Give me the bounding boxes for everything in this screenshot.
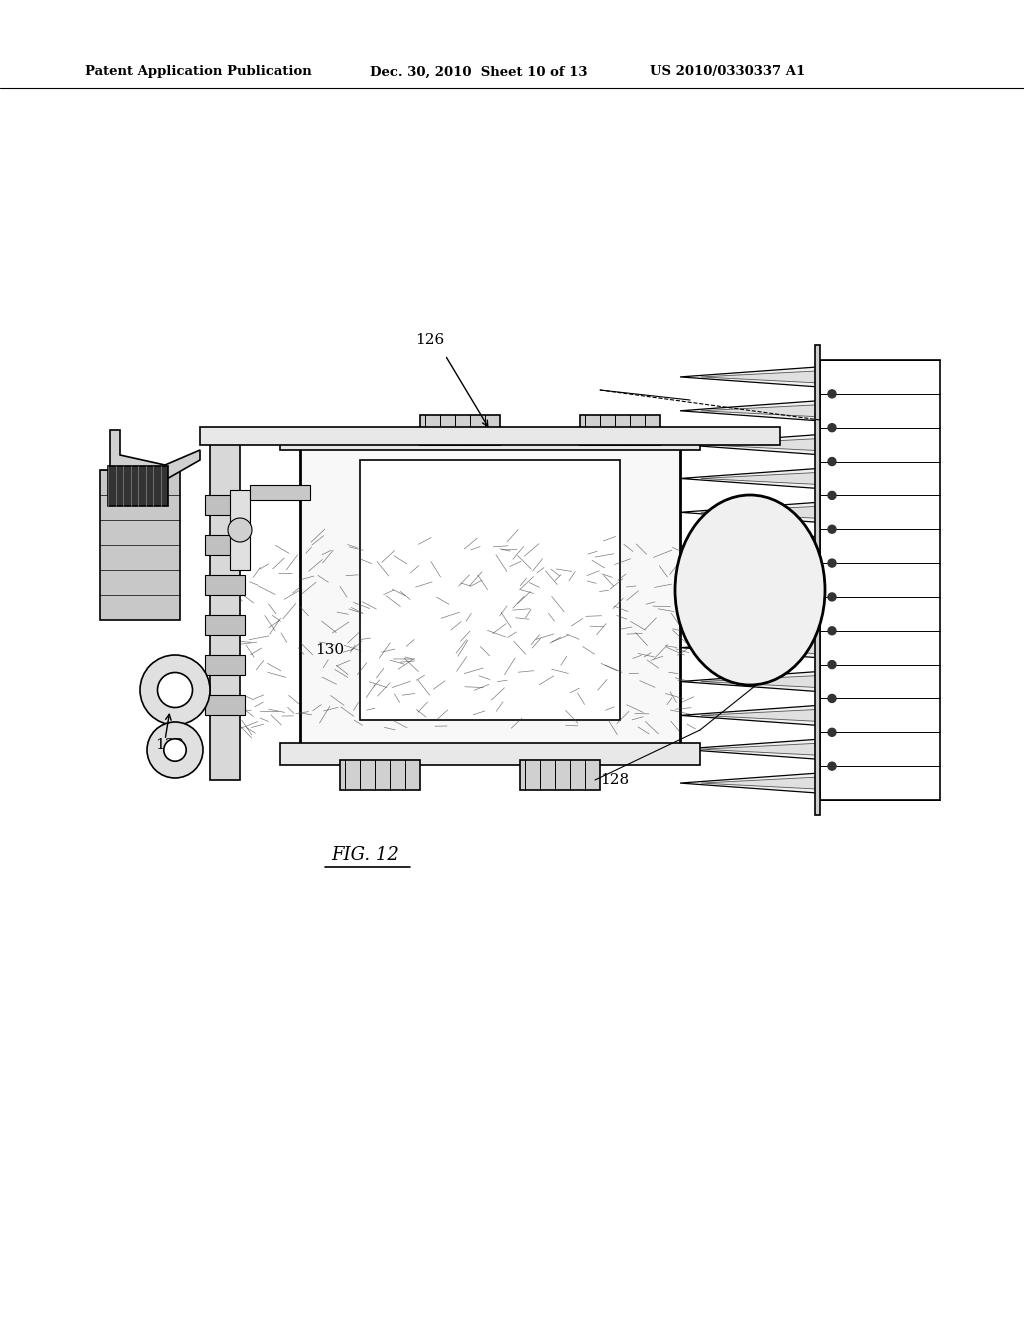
Polygon shape <box>701 743 820 755</box>
Bar <box>205 696 245 715</box>
Bar <box>210 430 240 780</box>
Circle shape <box>164 739 186 762</box>
Circle shape <box>828 593 836 601</box>
Bar <box>205 535 245 554</box>
Bar <box>280 428 700 450</box>
Bar <box>815 345 820 814</box>
Bar <box>205 615 245 635</box>
Bar <box>250 484 310 500</box>
Polygon shape <box>701 371 820 383</box>
Circle shape <box>158 672 193 708</box>
Bar <box>205 495 245 515</box>
Bar <box>108 466 168 506</box>
Bar <box>280 743 700 766</box>
Polygon shape <box>701 607 820 620</box>
Polygon shape <box>680 536 820 556</box>
Circle shape <box>828 560 836 568</box>
Bar <box>420 414 500 445</box>
Polygon shape <box>701 473 820 484</box>
Polygon shape <box>701 709 820 722</box>
Circle shape <box>828 458 836 466</box>
Circle shape <box>828 694 836 702</box>
Text: 128: 128 <box>600 774 629 787</box>
Bar <box>100 470 180 620</box>
Ellipse shape <box>675 495 825 685</box>
Circle shape <box>228 517 252 543</box>
Circle shape <box>828 627 836 635</box>
Polygon shape <box>680 739 820 759</box>
Polygon shape <box>701 438 820 450</box>
Polygon shape <box>680 400 820 421</box>
Polygon shape <box>701 777 820 789</box>
Circle shape <box>828 525 836 533</box>
Polygon shape <box>680 570 820 590</box>
Bar <box>200 426 780 445</box>
Text: 130: 130 <box>315 643 344 657</box>
Polygon shape <box>110 430 200 480</box>
Circle shape <box>828 660 836 669</box>
Polygon shape <box>680 434 820 455</box>
Polygon shape <box>680 367 820 387</box>
Polygon shape <box>680 502 820 523</box>
Text: Patent Application Publication: Patent Application Publication <box>85 66 311 78</box>
Polygon shape <box>701 642 820 653</box>
Text: US 2010/0330337 A1: US 2010/0330337 A1 <box>650 66 805 78</box>
Bar <box>300 430 680 760</box>
Bar <box>340 760 420 789</box>
Polygon shape <box>701 405 820 417</box>
Polygon shape <box>680 638 820 657</box>
Bar <box>360 459 620 719</box>
Bar <box>230 490 250 570</box>
Circle shape <box>828 491 836 499</box>
Circle shape <box>828 389 836 397</box>
Circle shape <box>828 762 836 770</box>
Polygon shape <box>701 506 820 519</box>
Polygon shape <box>680 672 820 692</box>
Polygon shape <box>701 676 820 688</box>
Bar <box>520 760 600 789</box>
Text: FIG. 12: FIG. 12 <box>331 846 399 865</box>
Text: 132: 132 <box>155 738 184 752</box>
Circle shape <box>140 655 210 725</box>
Polygon shape <box>701 540 820 552</box>
Bar <box>820 360 940 800</box>
Bar <box>205 576 245 595</box>
Text: 126: 126 <box>416 333 444 347</box>
Circle shape <box>828 424 836 432</box>
Text: Dec. 30, 2010  Sheet 10 of 13: Dec. 30, 2010 Sheet 10 of 13 <box>370 66 588 78</box>
Polygon shape <box>680 603 820 624</box>
Bar <box>580 414 660 445</box>
Circle shape <box>828 729 836 737</box>
Polygon shape <box>680 705 820 726</box>
Polygon shape <box>701 574 820 586</box>
Bar <box>205 655 245 675</box>
Polygon shape <box>680 774 820 793</box>
Circle shape <box>147 722 203 777</box>
Polygon shape <box>680 469 820 488</box>
